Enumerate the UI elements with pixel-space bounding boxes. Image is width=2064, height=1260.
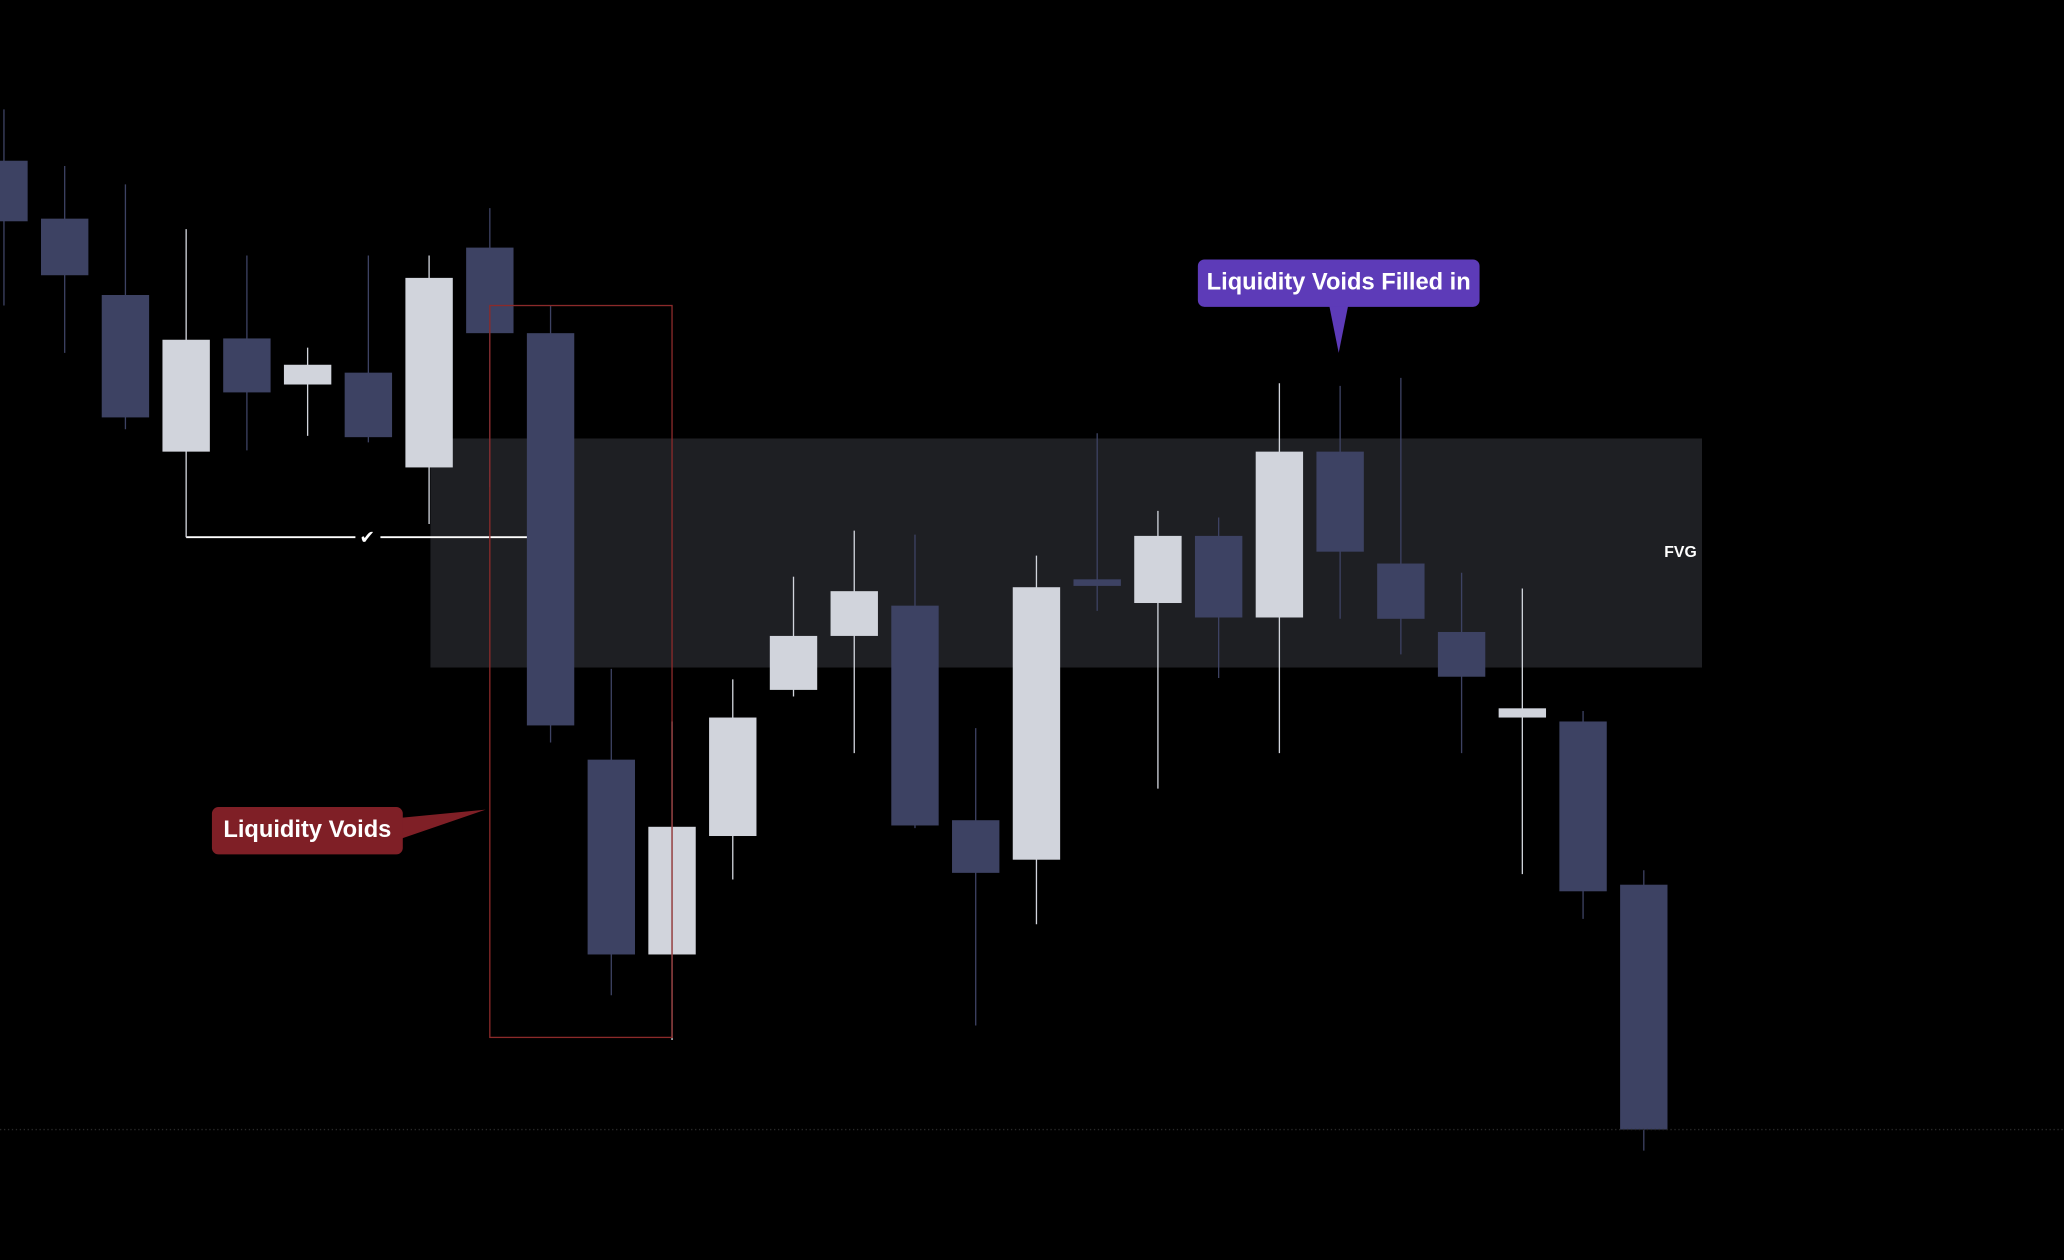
candle-body bbox=[830, 591, 878, 636]
callout-text: Liquidity Voids Filled in bbox=[1207, 269, 1471, 295]
callout-pointer bbox=[1328, 300, 1350, 353]
fvg-zone bbox=[430, 438, 1703, 668]
candle-body bbox=[405, 277, 453, 468]
callout-box bbox=[1197, 259, 1480, 307]
candle-body bbox=[1134, 535, 1182, 604]
callout-box bbox=[211, 807, 403, 855]
candle-body bbox=[891, 605, 939, 826]
candle-body bbox=[1255, 451, 1304, 618]
candle-body bbox=[162, 339, 210, 452]
candle-body bbox=[1377, 563, 1425, 619]
candle-body bbox=[101, 294, 150, 418]
fvg-label: FVG bbox=[1664, 544, 1696, 561]
candle-body bbox=[526, 333, 575, 726]
check-mark: ✔ bbox=[360, 526, 375, 547]
candle-body bbox=[1073, 579, 1121, 586]
candle-body bbox=[1498, 708, 1547, 718]
candle-body bbox=[952, 820, 1000, 873]
candle-body bbox=[223, 338, 271, 393]
candle-body bbox=[769, 635, 818, 690]
candle-body bbox=[344, 372, 393, 438]
candle-body bbox=[1559, 721, 1607, 892]
candle-body bbox=[1012, 587, 1061, 860]
callout-text: Liquidity Voids bbox=[223, 817, 391, 843]
candle-body bbox=[283, 364, 332, 385]
candle-body bbox=[0, 160, 28, 222]
candle-body bbox=[587, 759, 635, 955]
voids-box bbox=[489, 304, 673, 1039]
callout-pointer bbox=[389, 809, 486, 843]
candle-body bbox=[1620, 884, 1668, 1130]
candle-body bbox=[1437, 631, 1486, 677]
candle-body bbox=[1316, 451, 1364, 552]
candle-body bbox=[1194, 535, 1243, 618]
candle-body bbox=[40, 218, 89, 276]
candle-body bbox=[709, 717, 757, 837]
